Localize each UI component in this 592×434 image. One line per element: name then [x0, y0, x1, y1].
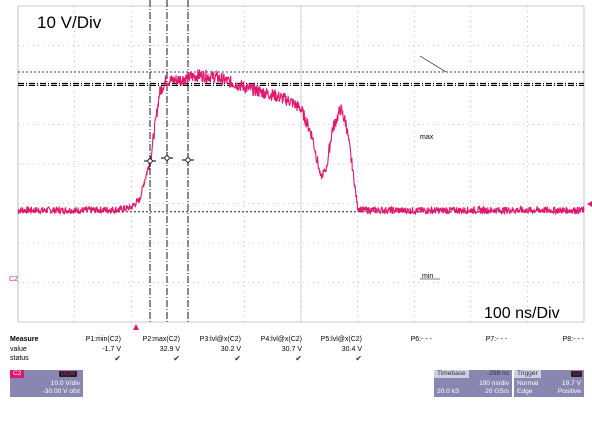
vertical-scale-label: 10 V/Div — [37, 13, 102, 32]
timebase-panel[interactable]: Timebase -298 ns 100 ns/div 20.0 kS 20 G… — [434, 370, 512, 397]
status-check-icon: ✔ — [173, 354, 180, 363]
measurement-markers — [144, 152, 194, 167]
marker-dot — [164, 155, 170, 161]
marker-dot — [147, 158, 153, 164]
status-check-icon: ✔ — [114, 354, 121, 363]
measure-param-value: 30.2 V — [220, 346, 241, 353]
measure-param-name[interactable]: P2:max(C2) — [142, 336, 180, 343]
measure-param-value: 32.9 V — [159, 346, 180, 353]
trigger-level-arrow[interactable] — [587, 201, 592, 207]
graticule — [17, 5, 585, 323]
min-level-label: min — [422, 273, 433, 280]
trigger-level: 19.7 V — [561, 380, 581, 387]
measure-param-name[interactable]: P6:- - - — [410, 336, 432, 343]
max-label-leader — [419, 55, 447, 73]
channel-offset: -30.00 V ofst — [42, 388, 80, 395]
measure-param-value: 30.7 V — [281, 346, 302, 353]
measure-param-value: -1.7 V — [102, 346, 121, 353]
status-check-icon: ✔ — [234, 354, 241, 363]
measure-param-name[interactable]: P7:- - - — [485, 336, 507, 343]
measure-param-value: 30.4 V — [341, 346, 362, 353]
reference-lines — [18, 55, 584, 280]
horizontal-scale-label: 100 ns/Div — [484, 305, 560, 322]
measure-param-name[interactable]: P1:min(C2) — [85, 336, 121, 343]
c2-waveform-trace — [17, 69, 585, 216]
oscilloscope-display: 10 V/Div 100 ns/Div max min C2 — [9, 0, 592, 330]
status-check-icon: ✔ — [355, 354, 362, 363]
trigger-source-badge: C2 — [570, 371, 582, 377]
trigger-mode: Normal — [517, 380, 539, 387]
measure-param-name[interactable]: P5:lvl@x(C2) — [320, 336, 362, 343]
channel-tag: C2 — [10, 370, 25, 378]
status-check-icon: ✔ — [295, 354, 302, 363]
trigger-title: Trigger — [514, 370, 541, 378]
max-level-label: max — [420, 134, 434, 141]
timebase-title: Timebase — [434, 370, 469, 378]
measure-row-label-status: status — [10, 355, 29, 362]
timebase-scale: 100 ns/div — [478, 380, 509, 387]
channel-ground-marker: C2 — [9, 276, 18, 283]
measure-param-name[interactable]: P3:lvl@x(C2) — [199, 336, 241, 343]
channel-scale: 10.0 V/div — [50, 380, 80, 387]
timebase-delay: -298 ns — [487, 370, 509, 377]
channel-c2-panel[interactable]: C2 DC50 10.0 V/div -30.00 V ofst — [10, 370, 83, 397]
trigger-panel[interactable]: Trigger C2 Normal 19.7 V Edge Positive — [514, 370, 584, 397]
measure-param-name[interactable]: P4:lvl@x(C2) — [260, 336, 302, 343]
timebase-samples: 20.0 kS — [437, 388, 460, 395]
marker-dot — [185, 157, 191, 163]
measure-header: Measure — [10, 336, 39, 343]
trigger-slope: Positive — [557, 388, 581, 395]
trigger-position-arrow[interactable] — [133, 324, 139, 330]
trigger-type: Edge — [517, 388, 533, 395]
measure-param-name[interactable]: P8:- - - — [562, 336, 584, 343]
measure-row-label-value: value — [10, 346, 27, 353]
timebase-rate: 20 GS/s — [485, 388, 509, 395]
coupling-badge: DC50 — [59, 371, 78, 377]
